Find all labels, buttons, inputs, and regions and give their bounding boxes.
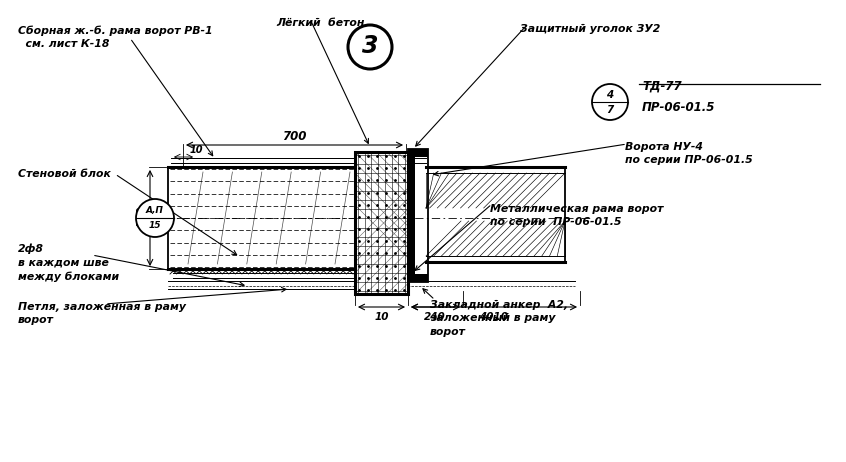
Text: 240: 240: [424, 312, 446, 322]
Text: Стеновой блок: Стеновой блок: [18, 169, 111, 179]
Text: Петля, заложенная в раму
ворот: Петля, заложенная в раму ворот: [18, 302, 186, 325]
Text: 10: 10: [374, 312, 389, 322]
Text: Металлическая рама ворот
по серии  ПР-06-01.5: Металлическая рама ворот по серии ПР-06-…: [490, 204, 663, 227]
Text: 3: 3: [362, 34, 378, 58]
Text: А,П: А,П: [146, 207, 164, 215]
Text: 4: 4: [607, 90, 613, 100]
Bar: [355, 152, 408, 294]
Text: 400: 400: [137, 207, 147, 230]
Text: Защитный уголок ЗУ2: Защитный уголок ЗУ2: [520, 24, 661, 34]
Text: 2ф8
в каждом шве
между блоками: 2ф8 в каждом шве между блоками: [18, 244, 119, 282]
Text: Лёгкий  бетон: Лёгкий бетон: [276, 18, 365, 28]
Text: ТД-77
ПР-06-01.5: ТД-77 ПР-06-01.5: [642, 80, 716, 114]
Bar: [408, 274, 428, 282]
Text: 15: 15: [149, 221, 162, 231]
Bar: [408, 149, 428, 157]
Text: 7: 7: [607, 105, 613, 115]
Circle shape: [592, 84, 628, 120]
Text: 10: 10: [190, 145, 203, 155]
Bar: [408, 157, 415, 274]
Text: Сборная ж.-б. рама ворот РВ-1
  см. лист К-18: Сборная ж.-б. рама ворот РВ-1 см. лист К…: [18, 25, 212, 49]
Bar: [408, 149, 428, 282]
Text: Ворота НУ-4
по серии ПР-06-01.5: Ворота НУ-4 по серии ПР-06-01.5: [625, 142, 753, 165]
Text: Закладной анкер  А2,
заложенный в раму
ворот: Закладной анкер А2, заложенный в раму во…: [430, 300, 568, 337]
Text: 700: 700: [283, 130, 307, 143]
Text: 4010: 4010: [480, 312, 508, 322]
Circle shape: [136, 199, 174, 237]
